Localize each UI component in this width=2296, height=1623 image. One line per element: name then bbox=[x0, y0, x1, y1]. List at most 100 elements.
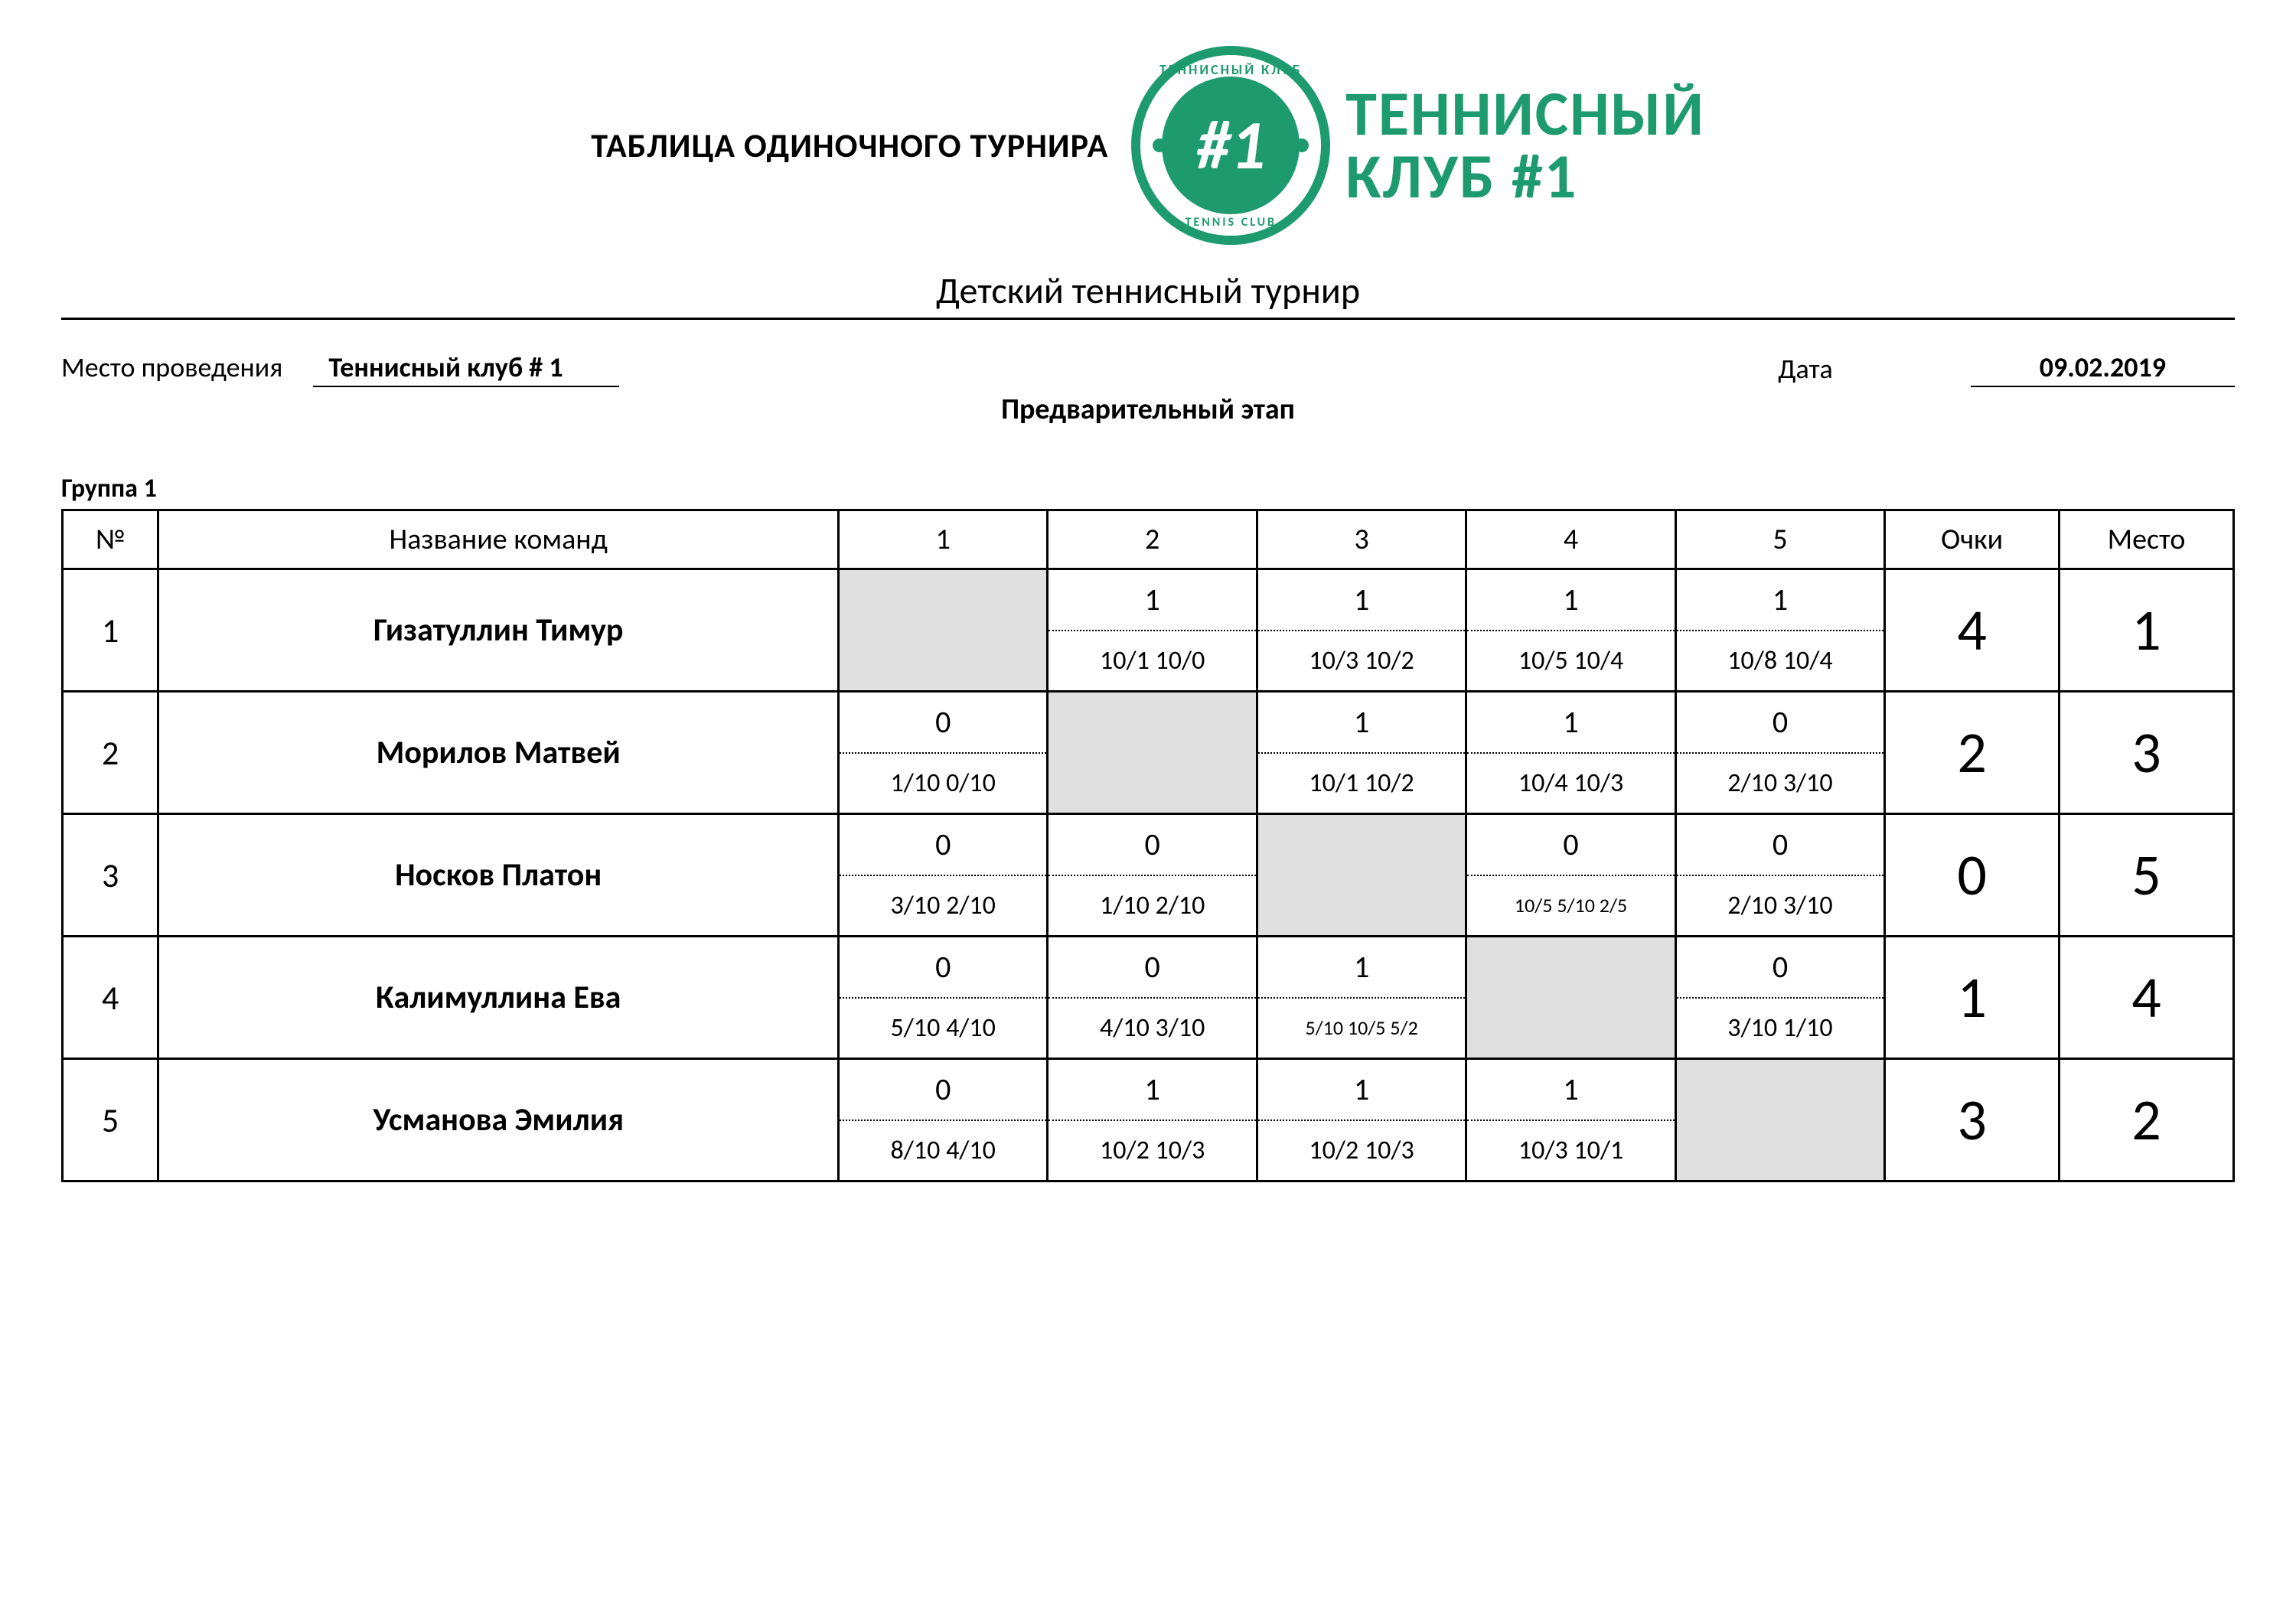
match-cell: 02/10 3/10 bbox=[1675, 814, 1884, 937]
match-result: 0 bbox=[840, 815, 1046, 876]
match-inner: 02/10 3/10 bbox=[1677, 815, 1883, 935]
match-cell: 110/1 10/2 bbox=[1257, 692, 1466, 814]
points-cell: 4 bbox=[1885, 569, 2060, 692]
header-c3: 3 bbox=[1257, 510, 1466, 569]
points-cell: 3 bbox=[1885, 1059, 2060, 1181]
subtitle: Детский теннисный турнир bbox=[936, 268, 1360, 313]
date-label: Дата bbox=[1778, 352, 1833, 386]
player-name: Калимуллина Ева bbox=[158, 937, 839, 1059]
points-cell: 0 bbox=[1885, 814, 2060, 937]
header-place: Место bbox=[2060, 510, 2234, 569]
match-cell bbox=[1466, 937, 1675, 1059]
match-result: 1 bbox=[1258, 1060, 1465, 1121]
match-inner: 110/3 10/2 bbox=[1258, 570, 1465, 690]
match-score: 8/10 4/10 bbox=[840, 1121, 1046, 1181]
player-name: Гизатуллин Тимур bbox=[158, 569, 839, 692]
match-score: 10/4 10/3 bbox=[1467, 754, 1674, 813]
logo-ring-bottom: TENNIS CLUB bbox=[1140, 215, 1321, 230]
match-inner: 110/8 10/4 bbox=[1677, 570, 1883, 690]
match-inner: 110/2 10/3 bbox=[1049, 1060, 1255, 1180]
points-cell: 1 bbox=[1885, 937, 2060, 1059]
player-name: Морилов Матвей bbox=[158, 692, 839, 814]
match-inner: 08/10 4/10 bbox=[840, 1060, 1046, 1180]
match-result: 1 bbox=[1677, 570, 1883, 631]
match-inner: 01/10 0/10 bbox=[840, 693, 1046, 813]
match-cell: 110/8 10/4 bbox=[1675, 569, 1884, 692]
player-name: Усманова Эмилия bbox=[158, 1059, 839, 1181]
match-result: 0 bbox=[1677, 693, 1883, 754]
table-row: 2Морилов Матвей01/10 0/10110/1 10/2110/4… bbox=[63, 692, 2234, 814]
match-inner: 010/5 5/10 2/5 bbox=[1467, 815, 1674, 935]
match-result: 0 bbox=[840, 693, 1046, 754]
venue-value: Теннисный клуб # 1 bbox=[313, 350, 619, 387]
match-result: 1 bbox=[1467, 1060, 1674, 1121]
match-inner: 05/10 4/10 bbox=[840, 937, 1046, 1058]
match-inner: 01/10 2/10 bbox=[1049, 815, 1255, 935]
header-name: Название команд bbox=[158, 510, 839, 569]
match-score: 5/10 4/10 bbox=[840, 999, 1046, 1058]
match-inner: 03/10 1/10 bbox=[1677, 937, 1883, 1058]
match-result: 0 bbox=[840, 1060, 1046, 1121]
date-value: 09.02.2019 bbox=[1971, 350, 2235, 387]
match-cell: 03/10 2/10 bbox=[839, 814, 1048, 937]
club-name: ТЕННИСНЫЙ КЛУБ #1 bbox=[1345, 83, 1705, 208]
match-result: 0 bbox=[1467, 815, 1674, 876]
match-score: 2/10 3/10 bbox=[1677, 754, 1883, 813]
header-num: № bbox=[63, 510, 158, 569]
match-score: 10/8 10/4 bbox=[1677, 631, 1883, 691]
match-score: 3/10 1/10 bbox=[1677, 999, 1883, 1058]
match-cell: 01/10 2/10 bbox=[1048, 814, 1257, 937]
match-cell bbox=[839, 569, 1048, 692]
match-inner: 110/5 10/4 bbox=[1467, 570, 1674, 690]
row-num: 5 bbox=[63, 1059, 158, 1181]
match-cell: 02/10 3/10 bbox=[1675, 692, 1884, 814]
match-inner: 15/10 10/5 5/2 bbox=[1258, 937, 1465, 1058]
table-row: 3Носков Платон03/10 2/1001/10 2/10010/5 … bbox=[63, 814, 2234, 937]
match-cell: 110/3 10/2 bbox=[1257, 569, 1466, 692]
match-inner: 110/2 10/3 bbox=[1258, 1060, 1465, 1180]
meta-row: Место проведения Теннисный клуб # 1 Дата… bbox=[61, 350, 2235, 387]
match-cell: 08/10 4/10 bbox=[839, 1059, 1048, 1181]
venue-label: Место проведения bbox=[61, 350, 282, 384]
club-name-line1: ТЕННИСНЫЙ bbox=[1345, 83, 1705, 145]
points-cell: 2 bbox=[1885, 692, 2060, 814]
logo-block: ТЕННИСНЫЙ КЛУБ TENNIS CLUB #1 ТЕННИСНЫЙ … bbox=[1131, 46, 1705, 245]
match-result: 0 bbox=[1677, 937, 1883, 999]
logo-ring-top: ТЕННИСНЫЙ КЛУБ bbox=[1140, 61, 1321, 78]
match-score: 10/3 10/1 bbox=[1467, 1121, 1674, 1181]
match-inner: 110/3 10/1 bbox=[1467, 1060, 1674, 1180]
match-result: 0 bbox=[1049, 815, 1255, 876]
match-result: 1 bbox=[1467, 693, 1674, 754]
row-num: 3 bbox=[63, 814, 158, 937]
place-cell: 2 bbox=[2060, 1059, 2234, 1181]
match-score: 4/10 3/10 bbox=[1049, 999, 1255, 1058]
row-num: 2 bbox=[63, 692, 158, 814]
main-title: ТАБЛИЦА ОДИНОЧНОГО ТУРНИРА bbox=[591, 125, 1108, 166]
match-inner: 02/10 3/10 bbox=[1677, 693, 1883, 813]
match-score: 10/5 10/4 bbox=[1467, 631, 1674, 691]
match-result: 1 bbox=[1258, 570, 1465, 631]
header-points: Очки bbox=[1885, 510, 2060, 569]
tournament-table: № Название команд 1 2 3 4 5 Очки Место 1… bbox=[61, 509, 2235, 1182]
match-score: 1/10 2/10 bbox=[1049, 876, 1255, 936]
match-cell bbox=[1675, 1059, 1884, 1181]
table-body: 1Гизатуллин Тимур110/1 10/0110/3 10/2110… bbox=[63, 569, 2234, 1181]
match-cell: 03/10 1/10 bbox=[1675, 937, 1884, 1059]
header-c1: 1 bbox=[839, 510, 1048, 569]
match-cell bbox=[1257, 814, 1466, 937]
match-score: 10/2 10/3 bbox=[1258, 1121, 1465, 1181]
match-score: 10/1 10/2 bbox=[1258, 754, 1465, 813]
match-result: 1 bbox=[1049, 570, 1255, 631]
match-cell: 110/5 10/4 bbox=[1466, 569, 1675, 692]
match-score: 10/5 5/10 2/5 bbox=[1467, 876, 1674, 936]
match-inner: 04/10 3/10 bbox=[1049, 937, 1255, 1058]
match-score: 10/3 10/2 bbox=[1258, 631, 1465, 691]
date-block: Дата 09.02.2019 bbox=[1778, 350, 2235, 387]
match-cell: 110/2 10/3 bbox=[1257, 1059, 1466, 1181]
row-num: 4 bbox=[63, 937, 158, 1059]
place-cell: 4 bbox=[2060, 937, 2234, 1059]
table-row: 1Гизатуллин Тимур110/1 10/0110/3 10/2110… bbox=[63, 569, 2234, 692]
place-cell: 3 bbox=[2060, 692, 2234, 814]
match-cell: 110/4 10/3 bbox=[1466, 692, 1675, 814]
match-score: 10/2 10/3 bbox=[1049, 1121, 1255, 1181]
